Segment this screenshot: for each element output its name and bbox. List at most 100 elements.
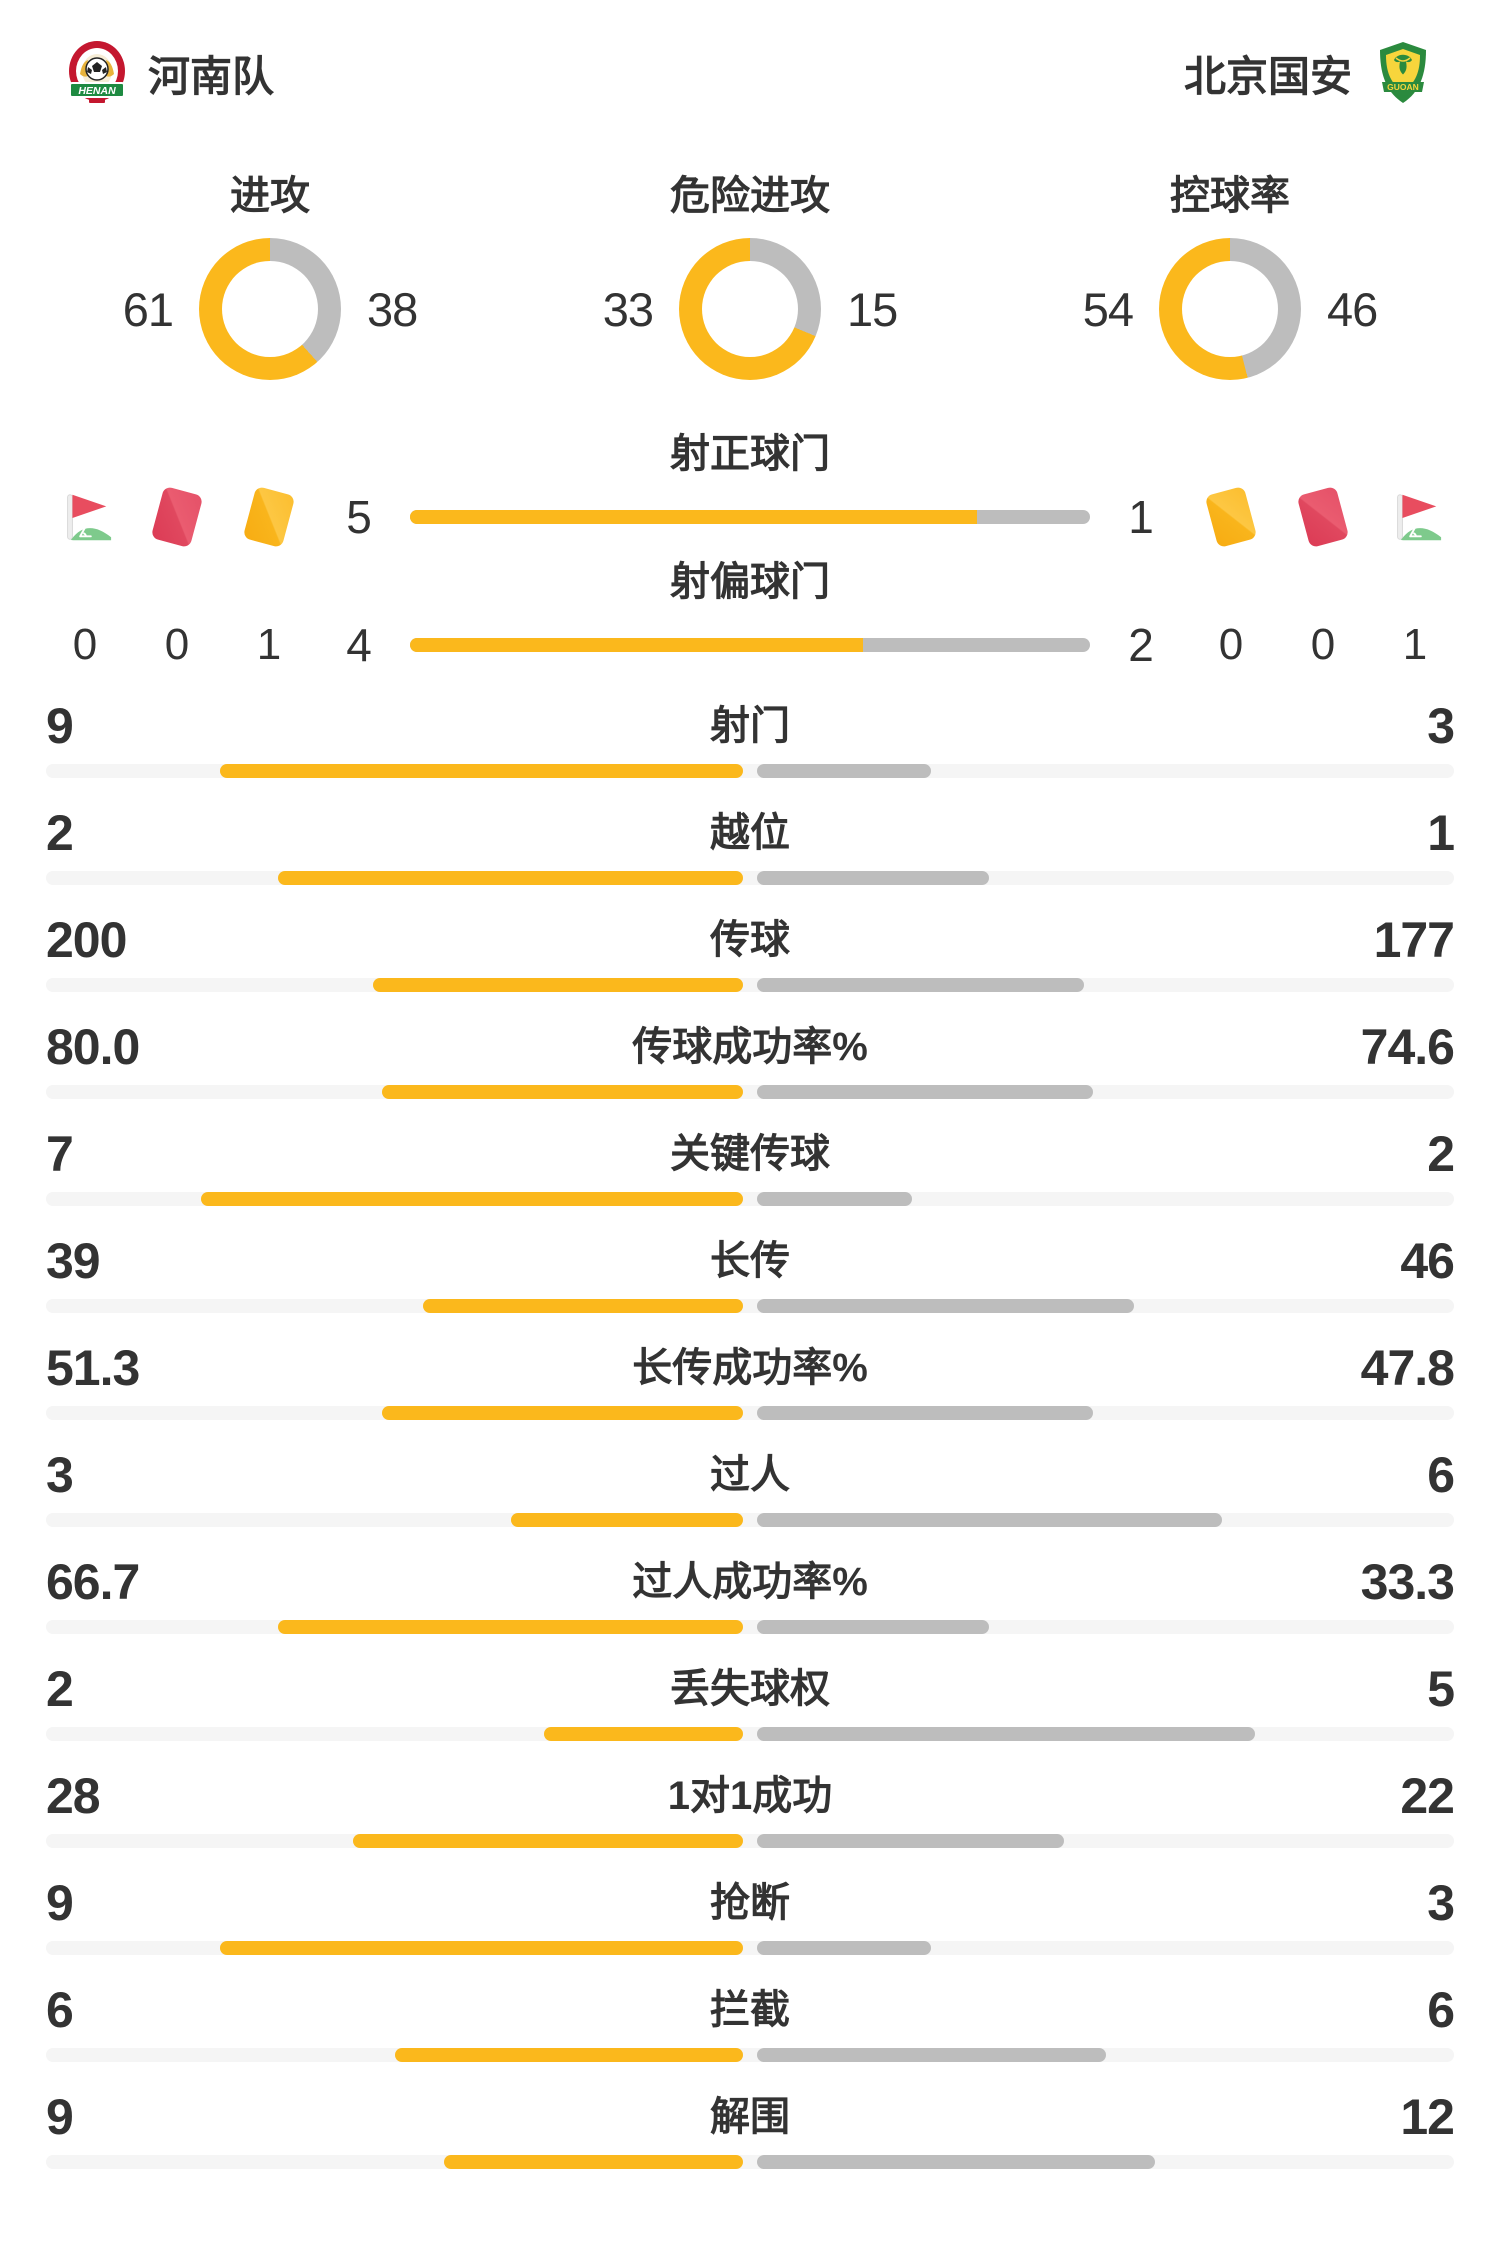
shots-on-target-row: 5 1: [0, 486, 1500, 548]
stat-away-value: 47.8: [1360, 1340, 1455, 1396]
stat-head: 7 关键传球 2: [46, 1126, 1455, 1182]
stat-row: 2 丢失球权 5: [46, 1663, 1455, 1741]
stat-row: 66.7 过人成功率% 33.3: [46, 1556, 1455, 1634]
svg-text:HENAN: HENAN: [78, 85, 116, 97]
donut-section: 进攻 61 38 危险进攻 33 15 控球率 54 46: [0, 172, 1500, 380]
donut-home-value: 61: [122, 282, 174, 336]
stat-row: 200 传球 177: [46, 914, 1455, 992]
yellow-card-icon: [1192, 486, 1270, 548]
yellow-card-icon: [230, 486, 308, 548]
donut-title: 控球率: [1170, 174, 1290, 218]
stat-bar-home-half: [46, 1620, 750, 1634]
stat-bar-away: [757, 1085, 1094, 1099]
stat-label: 长传成功率%: [632, 1346, 868, 1390]
stat-label: 过人成功率%: [632, 1560, 868, 1604]
stat-bar-track: [46, 1192, 1454, 1206]
stat-bar-track: [46, 1085, 1454, 1099]
stat-bar-track: [46, 1727, 1454, 1741]
stat-bar-track: [46, 764, 1454, 778]
donut-row: 61 38: [103, 238, 437, 380]
corner-flag-icon: [1376, 486, 1454, 548]
donut-home-value: 54: [1082, 282, 1134, 336]
shots-off-target-bar: [410, 638, 1090, 652]
stat-bar-track: [46, 1941, 1454, 1955]
stat-bar-away-half: [750, 1620, 1454, 1634]
donut-ring: [199, 238, 341, 380]
stat-bar-away-half: [750, 1406, 1454, 1420]
stat-bar-home-half: [46, 1941, 750, 1955]
stat-bar-track: [46, 978, 1454, 992]
stat-bar-away: [757, 1406, 1094, 1420]
stat-bar-home-half: [46, 764, 750, 778]
stat-row: 9 解围 12: [46, 2091, 1455, 2169]
home-discipline-values: 0 0 1: [46, 620, 308, 670]
donut-stat: 危险进攻 33 15: [510, 172, 990, 380]
home-red-card-count: 0: [164, 620, 190, 669]
stat-bar-away: [757, 1834, 1064, 1848]
stat-bar-away-half: [750, 2155, 1454, 2169]
stat-bar-track: [46, 2048, 1454, 2062]
stat-head: 51.3 长传成功率% 47.8: [46, 1340, 1455, 1396]
stat-away-value: 22: [1400, 1768, 1455, 1824]
stat-bar-home-half: [46, 1085, 750, 1099]
stat-row: 51.3 长传成功率% 47.8: [46, 1340, 1455, 1420]
stat-label: 解围: [710, 2095, 790, 2139]
home-team-name: 河南队: [148, 52, 275, 100]
stat-head: 2 丢失球权 5: [46, 1663, 1455, 1715]
shots-on-target-away: 1: [1128, 491, 1154, 543]
home-yellow-card-count: 1: [256, 620, 282, 669]
stat-row: 3 过人 6: [46, 1447, 1455, 1527]
donut-row: 33 15: [583, 238, 917, 380]
svg-text:1992: 1992: [1398, 94, 1409, 99]
stat-bar-away-half: [750, 1085, 1454, 1099]
stat-home-value: 9: [46, 1875, 74, 1931]
corner-flag-icon: [46, 486, 124, 548]
stat-label: 1对1成功: [667, 1774, 833, 1818]
stat-label: 抢断: [710, 1881, 790, 1925]
stat-bar-home: [278, 1620, 743, 1634]
stat-head: 2 越位 1: [46, 807, 1455, 859]
stat-home-value: 51.3: [46, 1340, 140, 1396]
stat-home-value: 39: [46, 1233, 101, 1289]
shots-off-target-title: 射偏球门: [670, 560, 830, 604]
stat-bar-home-half: [46, 1192, 750, 1206]
stat-home-value: 6: [46, 1982, 74, 2038]
stat-bar-home-half: [46, 978, 750, 992]
stat-bar-track: [46, 1834, 1454, 1848]
stat-bar-home-half: [46, 1727, 750, 1741]
shots-on-target-title: 射正球门: [670, 432, 830, 476]
stat-away-value: 46: [1400, 1233, 1455, 1289]
henan-crest-logo: HENAN: [69, 41, 125, 103]
stat-bar-home-half: [46, 1513, 750, 1527]
stat-bar-home: [220, 764, 743, 778]
stat-bar-away: [757, 1620, 990, 1634]
stat-bar-home-half: [46, 2155, 750, 2169]
away-discipline-values: 0 0 1: [1192, 620, 1454, 670]
stat-away-value: 2: [1427, 1126, 1455, 1182]
away-red-card-count: 0: [1310, 620, 1336, 669]
stat-bar-home: [382, 1406, 743, 1420]
shots-on-target-bar-home: [410, 510, 977, 524]
donut-ring: [1159, 238, 1301, 380]
stat-head: 200 传球 177: [46, 914, 1455, 966]
shots-off-target-home: 4: [346, 619, 372, 671]
stat-bar-home: [373, 978, 743, 992]
donut-away-value: 15: [847, 282, 898, 336]
stat-row: 28 1对1成功 22: [46, 1768, 1455, 1848]
stat-label: 过人: [710, 1453, 790, 1497]
stat-away-value: 3: [1427, 1875, 1455, 1931]
shots-on-target-bar: [410, 510, 1090, 524]
donut-stat: 控球率 54 46: [990, 172, 1470, 380]
home-discipline-icons: [46, 486, 308, 548]
home-corner-count: 0: [72, 620, 98, 669]
stat-bar-home: [352, 1834, 743, 1848]
stat-bar-track: [46, 1620, 1454, 1634]
stat-bar-away-half: [750, 871, 1454, 885]
home-team: HENAN 河南队: [66, 40, 274, 106]
stat-bar-home: [444, 2155, 743, 2169]
stat-row: 9 射门 3: [46, 700, 1455, 778]
stat-home-value: 3: [46, 1447, 74, 1503]
stat-bar-track: [46, 2155, 1454, 2169]
stat-home-value: 7: [46, 1126, 74, 1182]
stat-label: 长传: [710, 1239, 790, 1283]
